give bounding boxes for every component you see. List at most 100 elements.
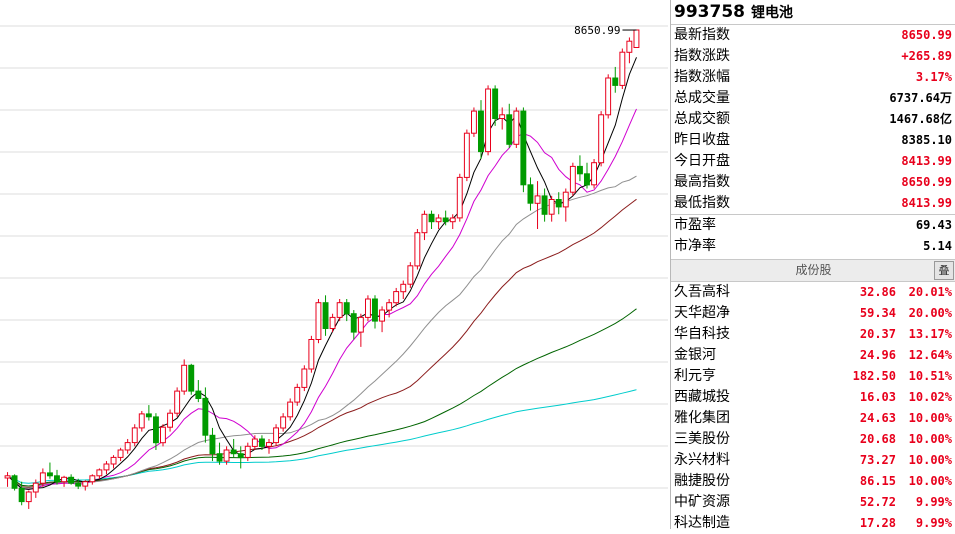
ma60-line bbox=[7, 308, 637, 487]
quote-row: 指数涨幅 3.17% bbox=[671, 67, 955, 88]
candle-body bbox=[89, 475, 96, 483]
stock-change: 20.01% bbox=[908, 285, 952, 299]
candle bbox=[18, 481, 25, 506]
ratio-value: 69.43 bbox=[915, 218, 952, 232]
constituent-row[interactable]: 雅化集团 24.63 10.00% bbox=[671, 408, 955, 429]
constituent-row[interactable]: 久吾高科 32.86 20.01% bbox=[671, 282, 955, 303]
quote-label: 最新指数 bbox=[674, 27, 730, 43]
constituent-row[interactable]: 中矿资源 52.72 9.99% bbox=[671, 492, 955, 513]
stock-change: 10.51% bbox=[908, 369, 952, 383]
candle bbox=[492, 85, 499, 126]
stock-name: 西藏城投 bbox=[674, 389, 730, 405]
candle-body bbox=[555, 199, 562, 208]
quote-label: 最高指数 bbox=[674, 174, 730, 190]
stock-price: 59.34 bbox=[859, 306, 896, 320]
candle bbox=[379, 306, 386, 333]
candle-body bbox=[96, 469, 103, 477]
quote-label: 总成交额 bbox=[674, 111, 730, 127]
candle bbox=[251, 435, 258, 451]
index-name: 锂电池 bbox=[750, 5, 793, 21]
candle bbox=[598, 111, 605, 167]
candle-body bbox=[605, 77, 612, 116]
candle-body bbox=[153, 416, 159, 444]
candle-body bbox=[287, 401, 294, 418]
candle bbox=[329, 313, 336, 333]
candle bbox=[442, 210, 449, 226]
candle-body bbox=[393, 291, 400, 304]
candle-body bbox=[492, 88, 499, 119]
candle bbox=[414, 229, 421, 270]
candle-body bbox=[167, 412, 174, 428]
candle-body bbox=[39, 472, 46, 484]
candle bbox=[407, 262, 414, 288]
candle bbox=[336, 298, 343, 322]
constituent-row[interactable]: 华自科技 20.37 13.17% bbox=[671, 324, 955, 345]
stock-change: 10.00% bbox=[908, 453, 952, 467]
stock-price: 24.96 bbox=[859, 348, 896, 362]
candle-body bbox=[506, 114, 513, 145]
candle-body bbox=[534, 195, 541, 204]
constituent-row[interactable]: 三美股份 20.68 10.00% bbox=[671, 429, 955, 450]
candle bbox=[244, 442, 251, 462]
candle bbox=[216, 442, 223, 465]
quote-value: 8413.99 bbox=[901, 196, 952, 210]
candle-body bbox=[577, 165, 583, 175]
candle-body bbox=[209, 434, 216, 455]
quote-label: 指数涨跌 bbox=[674, 48, 730, 64]
candle-body bbox=[414, 232, 421, 267]
candle-body bbox=[421, 213, 428, 234]
ratio-label: 市盈率 bbox=[674, 217, 716, 233]
candle bbox=[167, 409, 174, 432]
candle-body bbox=[322, 302, 329, 330]
stock-change: 10.02% bbox=[908, 390, 952, 404]
candle bbox=[39, 468, 46, 487]
candle-body bbox=[54, 475, 60, 483]
ratio-value: 5.14 bbox=[923, 239, 952, 253]
quote-value: 8650.99 bbox=[901, 175, 952, 189]
quote-row: 最新指数 8650.99 bbox=[671, 25, 955, 46]
overlay-button[interactable]: 叠 bbox=[934, 261, 954, 280]
ma20-line bbox=[7, 175, 637, 489]
candle bbox=[357, 313, 364, 347]
quote-value: 1467.68亿 bbox=[889, 112, 952, 126]
quote-label: 总成交量 bbox=[674, 90, 730, 106]
moving-average-lines bbox=[7, 57, 637, 490]
kline-chart[interactable]: 8650.99 bbox=[0, 0, 668, 529]
candle-body bbox=[626, 40, 633, 53]
candle-body bbox=[449, 217, 456, 223]
candle bbox=[280, 413, 287, 432]
constituent-row[interactable]: 永兴材料 73.27 10.00% bbox=[671, 450, 955, 471]
stock-price: 182.50 bbox=[852, 369, 896, 383]
constituent-row[interactable]: 融捷股份 86.15 10.00% bbox=[671, 471, 955, 492]
constituent-row[interactable]: 西藏城投 16.03 10.02% bbox=[671, 387, 955, 408]
candle-body bbox=[633, 29, 640, 48]
candle bbox=[160, 424, 166, 447]
constituent-row[interactable]: 科达制造 17.28 9.99% bbox=[671, 513, 955, 534]
candle bbox=[230, 438, 237, 458]
candle bbox=[562, 188, 569, 222]
stock-change: 9.99% bbox=[915, 495, 952, 509]
candle-body bbox=[386, 302, 393, 311]
candle bbox=[11, 474, 18, 491]
constituent-row[interactable]: 天华超净 59.34 20.00% bbox=[671, 303, 955, 324]
candle-body bbox=[336, 302, 343, 318]
candle-body bbox=[18, 487, 25, 503]
candle-body bbox=[61, 476, 67, 483]
stock-price: 24.63 bbox=[859, 411, 896, 425]
candle bbox=[478, 100, 484, 160]
candle-body bbox=[329, 316, 336, 329]
stock-name: 久吾高科 bbox=[674, 284, 730, 300]
candle bbox=[294, 383, 301, 406]
stock-name: 金银河 bbox=[674, 347, 716, 363]
candle-body bbox=[223, 449, 230, 462]
candle-body bbox=[259, 438, 265, 447]
constituent-row[interactable]: 金银河 24.96 12.64% bbox=[671, 345, 955, 366]
constituent-row[interactable]: 利元亨 182.50 10.51% bbox=[671, 366, 955, 387]
candle-body bbox=[4, 475, 11, 479]
constituents-tab[interactable]: 成份股 叠 bbox=[671, 259, 955, 282]
candle-body bbox=[160, 426, 166, 444]
candle-body bbox=[365, 298, 371, 318]
candle bbox=[124, 438, 131, 454]
stock-price: 16.03 bbox=[859, 390, 896, 404]
candle-body bbox=[103, 463, 110, 471]
